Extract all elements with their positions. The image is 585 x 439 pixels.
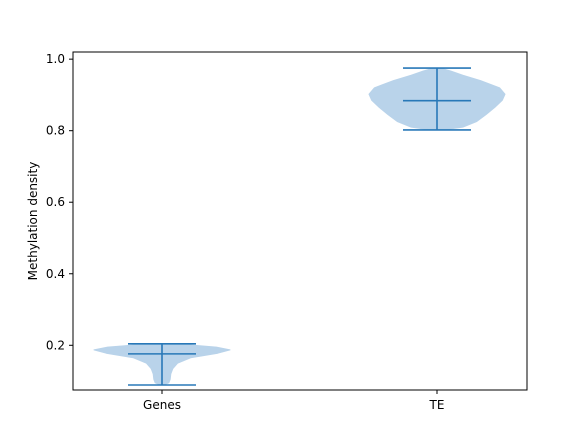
axes-frame xyxy=(72,51,528,391)
x-axis-ticks: Genes TE xyxy=(143,390,444,412)
y-tick-label: 0.2 xyxy=(46,338,65,352)
x-tick-label-genes: Genes xyxy=(143,398,181,412)
y-axis-label: Methylation density xyxy=(26,162,40,281)
y-axis-ticks: 0.2 0.4 0.6 0.8 1.0 xyxy=(46,52,73,352)
x-tick-label-te: TE xyxy=(429,398,445,412)
violin-layer xyxy=(93,67,506,386)
y-tick-label: 0.6 xyxy=(46,195,65,209)
y-tick-label: 0.8 xyxy=(46,124,65,138)
y-tick-label: 1.0 xyxy=(46,52,65,66)
y-tick-label: 0.4 xyxy=(46,267,65,281)
